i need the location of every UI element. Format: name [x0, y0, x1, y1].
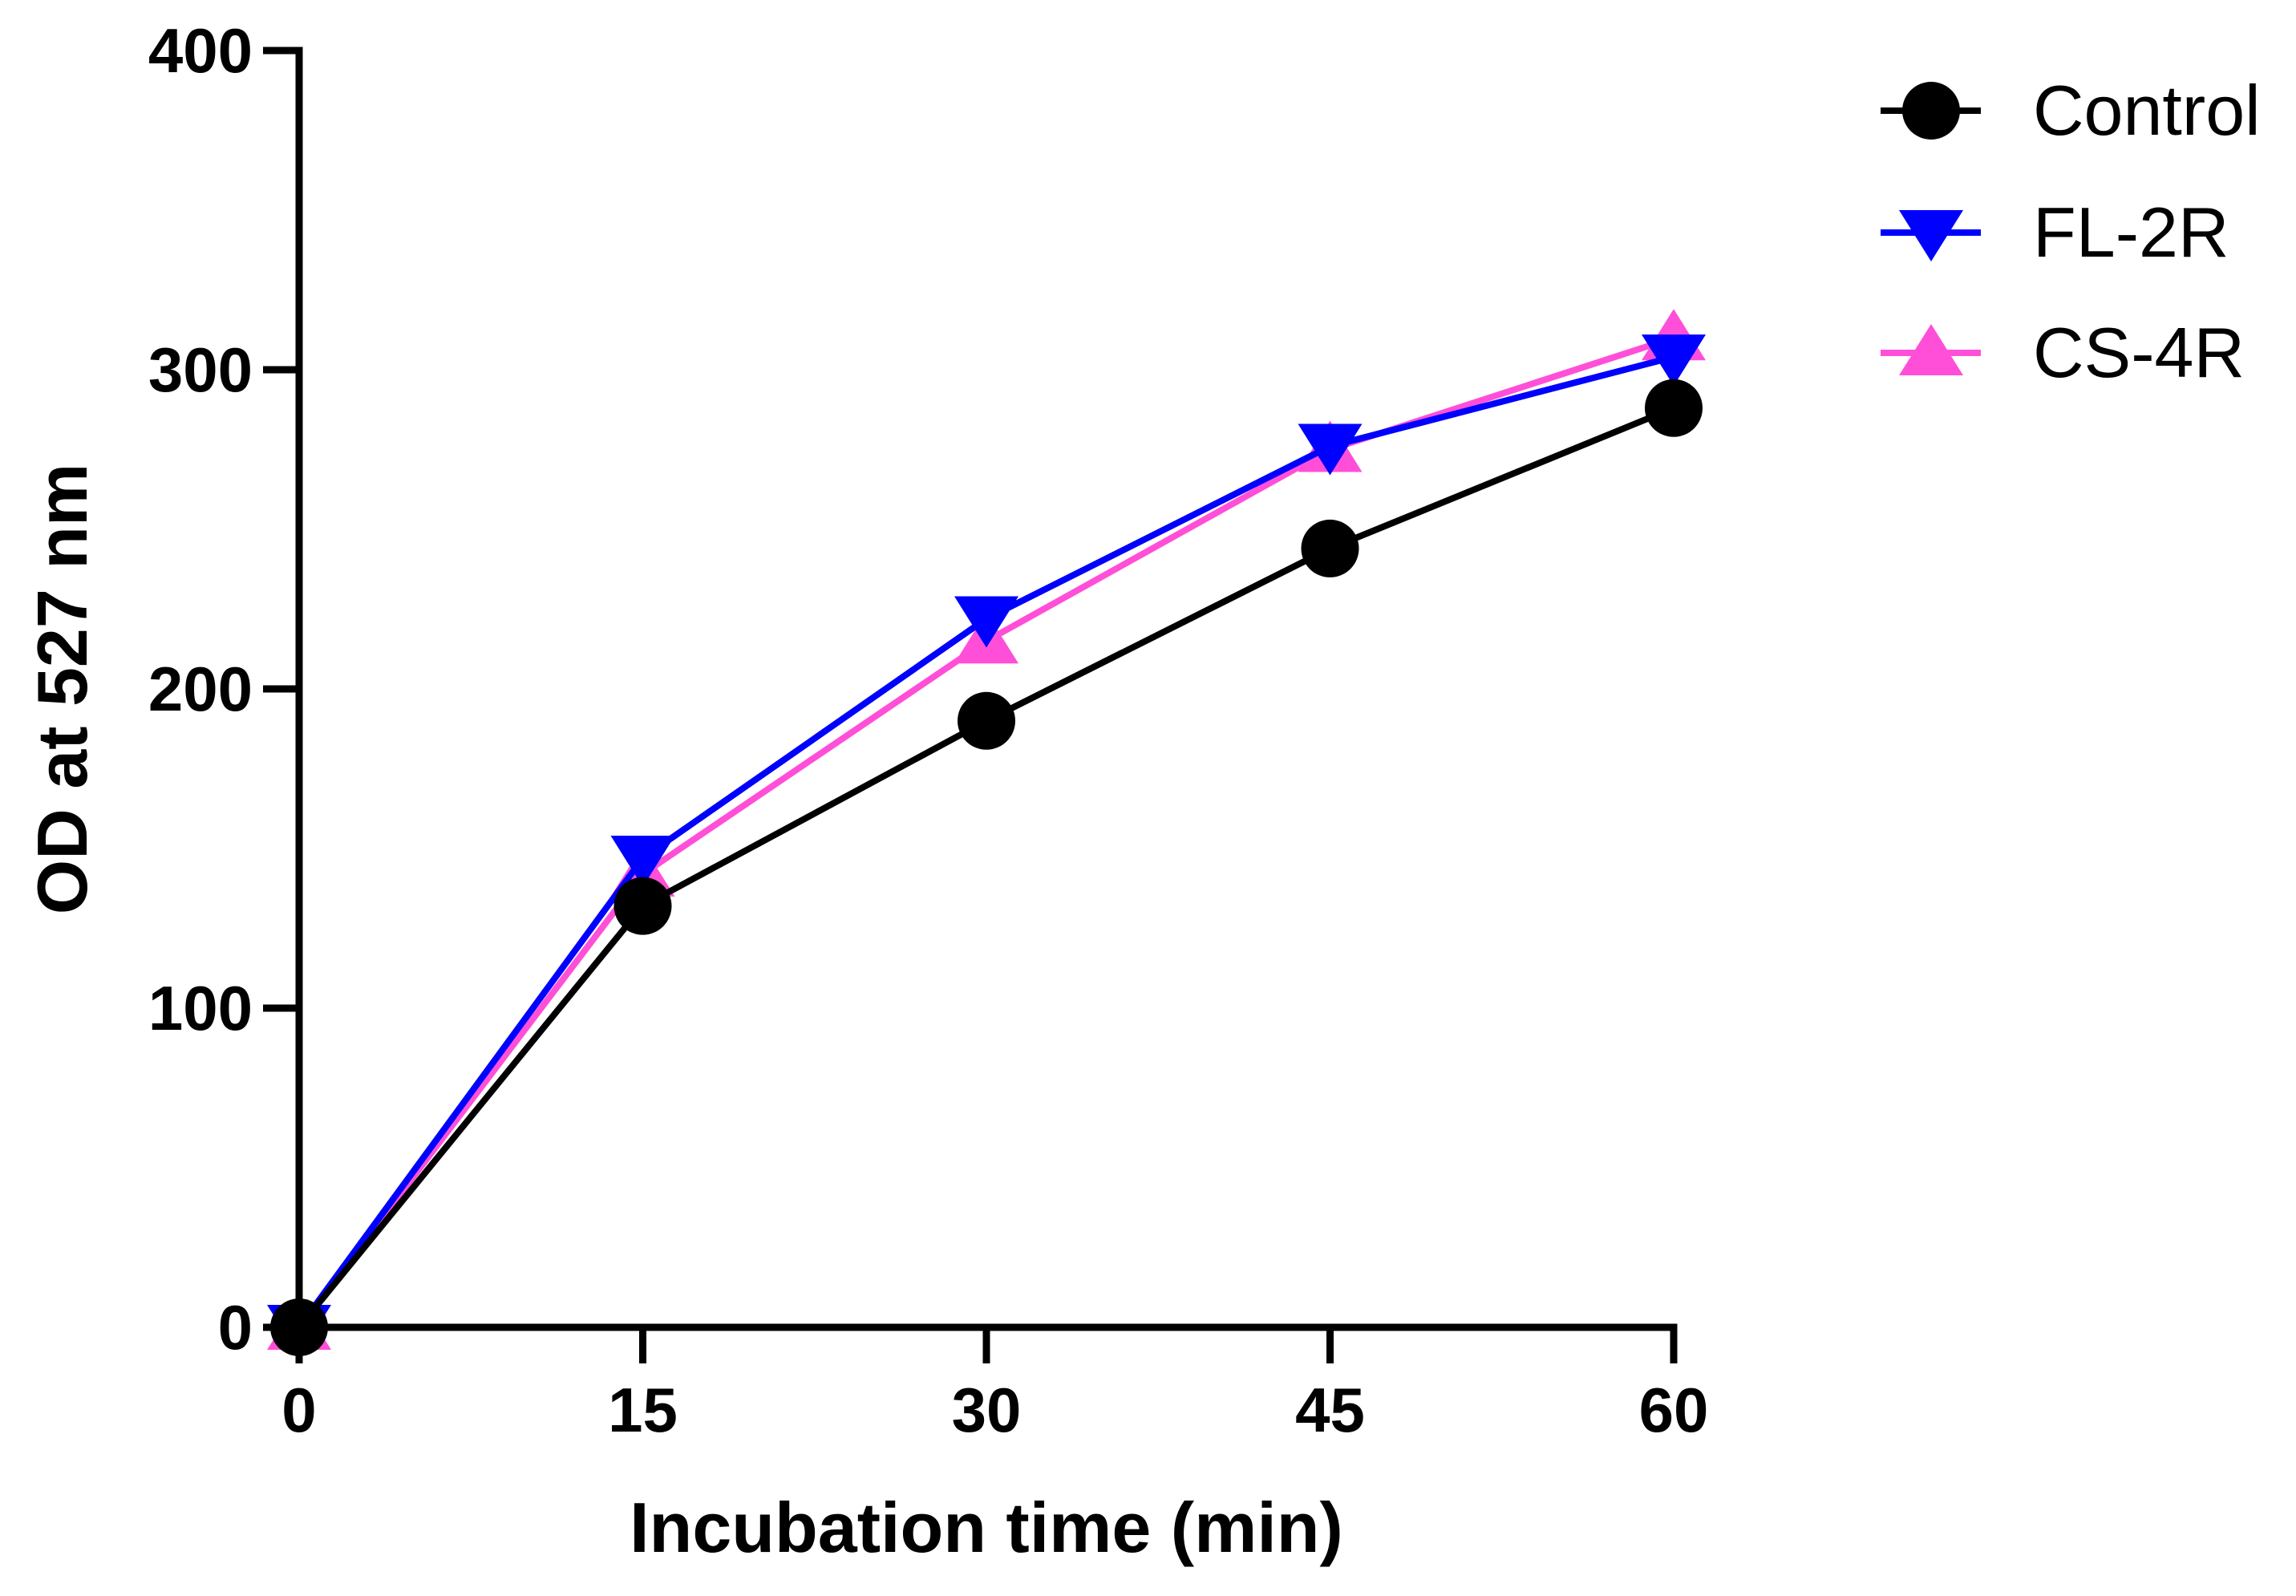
data-point	[1642, 334, 1706, 387]
legend-item: CS-4R	[1881, 313, 2245, 392]
series-fl-2r	[267, 334, 1706, 1356]
legend-label: CS-4R	[2033, 313, 2245, 392]
x-ticks: 0 15 30 45 60	[281, 1327, 1708, 1445]
data-point	[1645, 379, 1703, 437]
data-point	[1301, 519, 1359, 577]
legend-item: Control	[1881, 71, 2261, 150]
legend-label: Control	[2033, 71, 2261, 150]
series-group	[267, 309, 1706, 1356]
x-tick-label: 15	[608, 1375, 678, 1445]
axes	[295, 47, 1678, 1331]
data-point	[613, 877, 672, 935]
legend-label: FL-2R	[2033, 192, 2229, 272]
x-tick-label: 45	[1295, 1375, 1365, 1445]
legend-item: FL-2R	[1881, 192, 2229, 272]
data-point	[1298, 423, 1363, 476]
series-control	[270, 379, 1703, 1356]
y-tick-label: 300	[148, 334, 253, 405]
data-point	[610, 835, 675, 887]
y-ticks: 0 100 200 300 400	[148, 15, 299, 1363]
legend-marker	[1899, 210, 1963, 261]
x-tick-label: 60	[1639, 1375, 1709, 1445]
data-point	[958, 691, 1015, 750]
legend: Control FL-2R CS-4R	[1881, 71, 2261, 392]
legend-marker	[1902, 82, 1960, 140]
x-tick-label: 30	[952, 1375, 1022, 1445]
y-axis-title: OD at 527 nm	[22, 464, 102, 914]
series-line	[296, 405, 1675, 1330]
data-point	[954, 596, 1018, 648]
y-tick-label: 100	[148, 973, 253, 1043]
x-axis-title: Incubation time (min)	[630, 1488, 1343, 1567]
series-line	[296, 334, 1675, 1330]
x-tick-label: 0	[281, 1375, 316, 1445]
data-point	[270, 1298, 328, 1356]
legend-marker	[1899, 324, 1963, 375]
y-tick-label: 200	[148, 654, 253, 724]
series-line	[296, 354, 1675, 1330]
y-tick-label: 0	[218, 1292, 253, 1363]
y-tick-label: 400	[148, 15, 253, 86]
series-cs-4r	[267, 309, 1706, 1350]
